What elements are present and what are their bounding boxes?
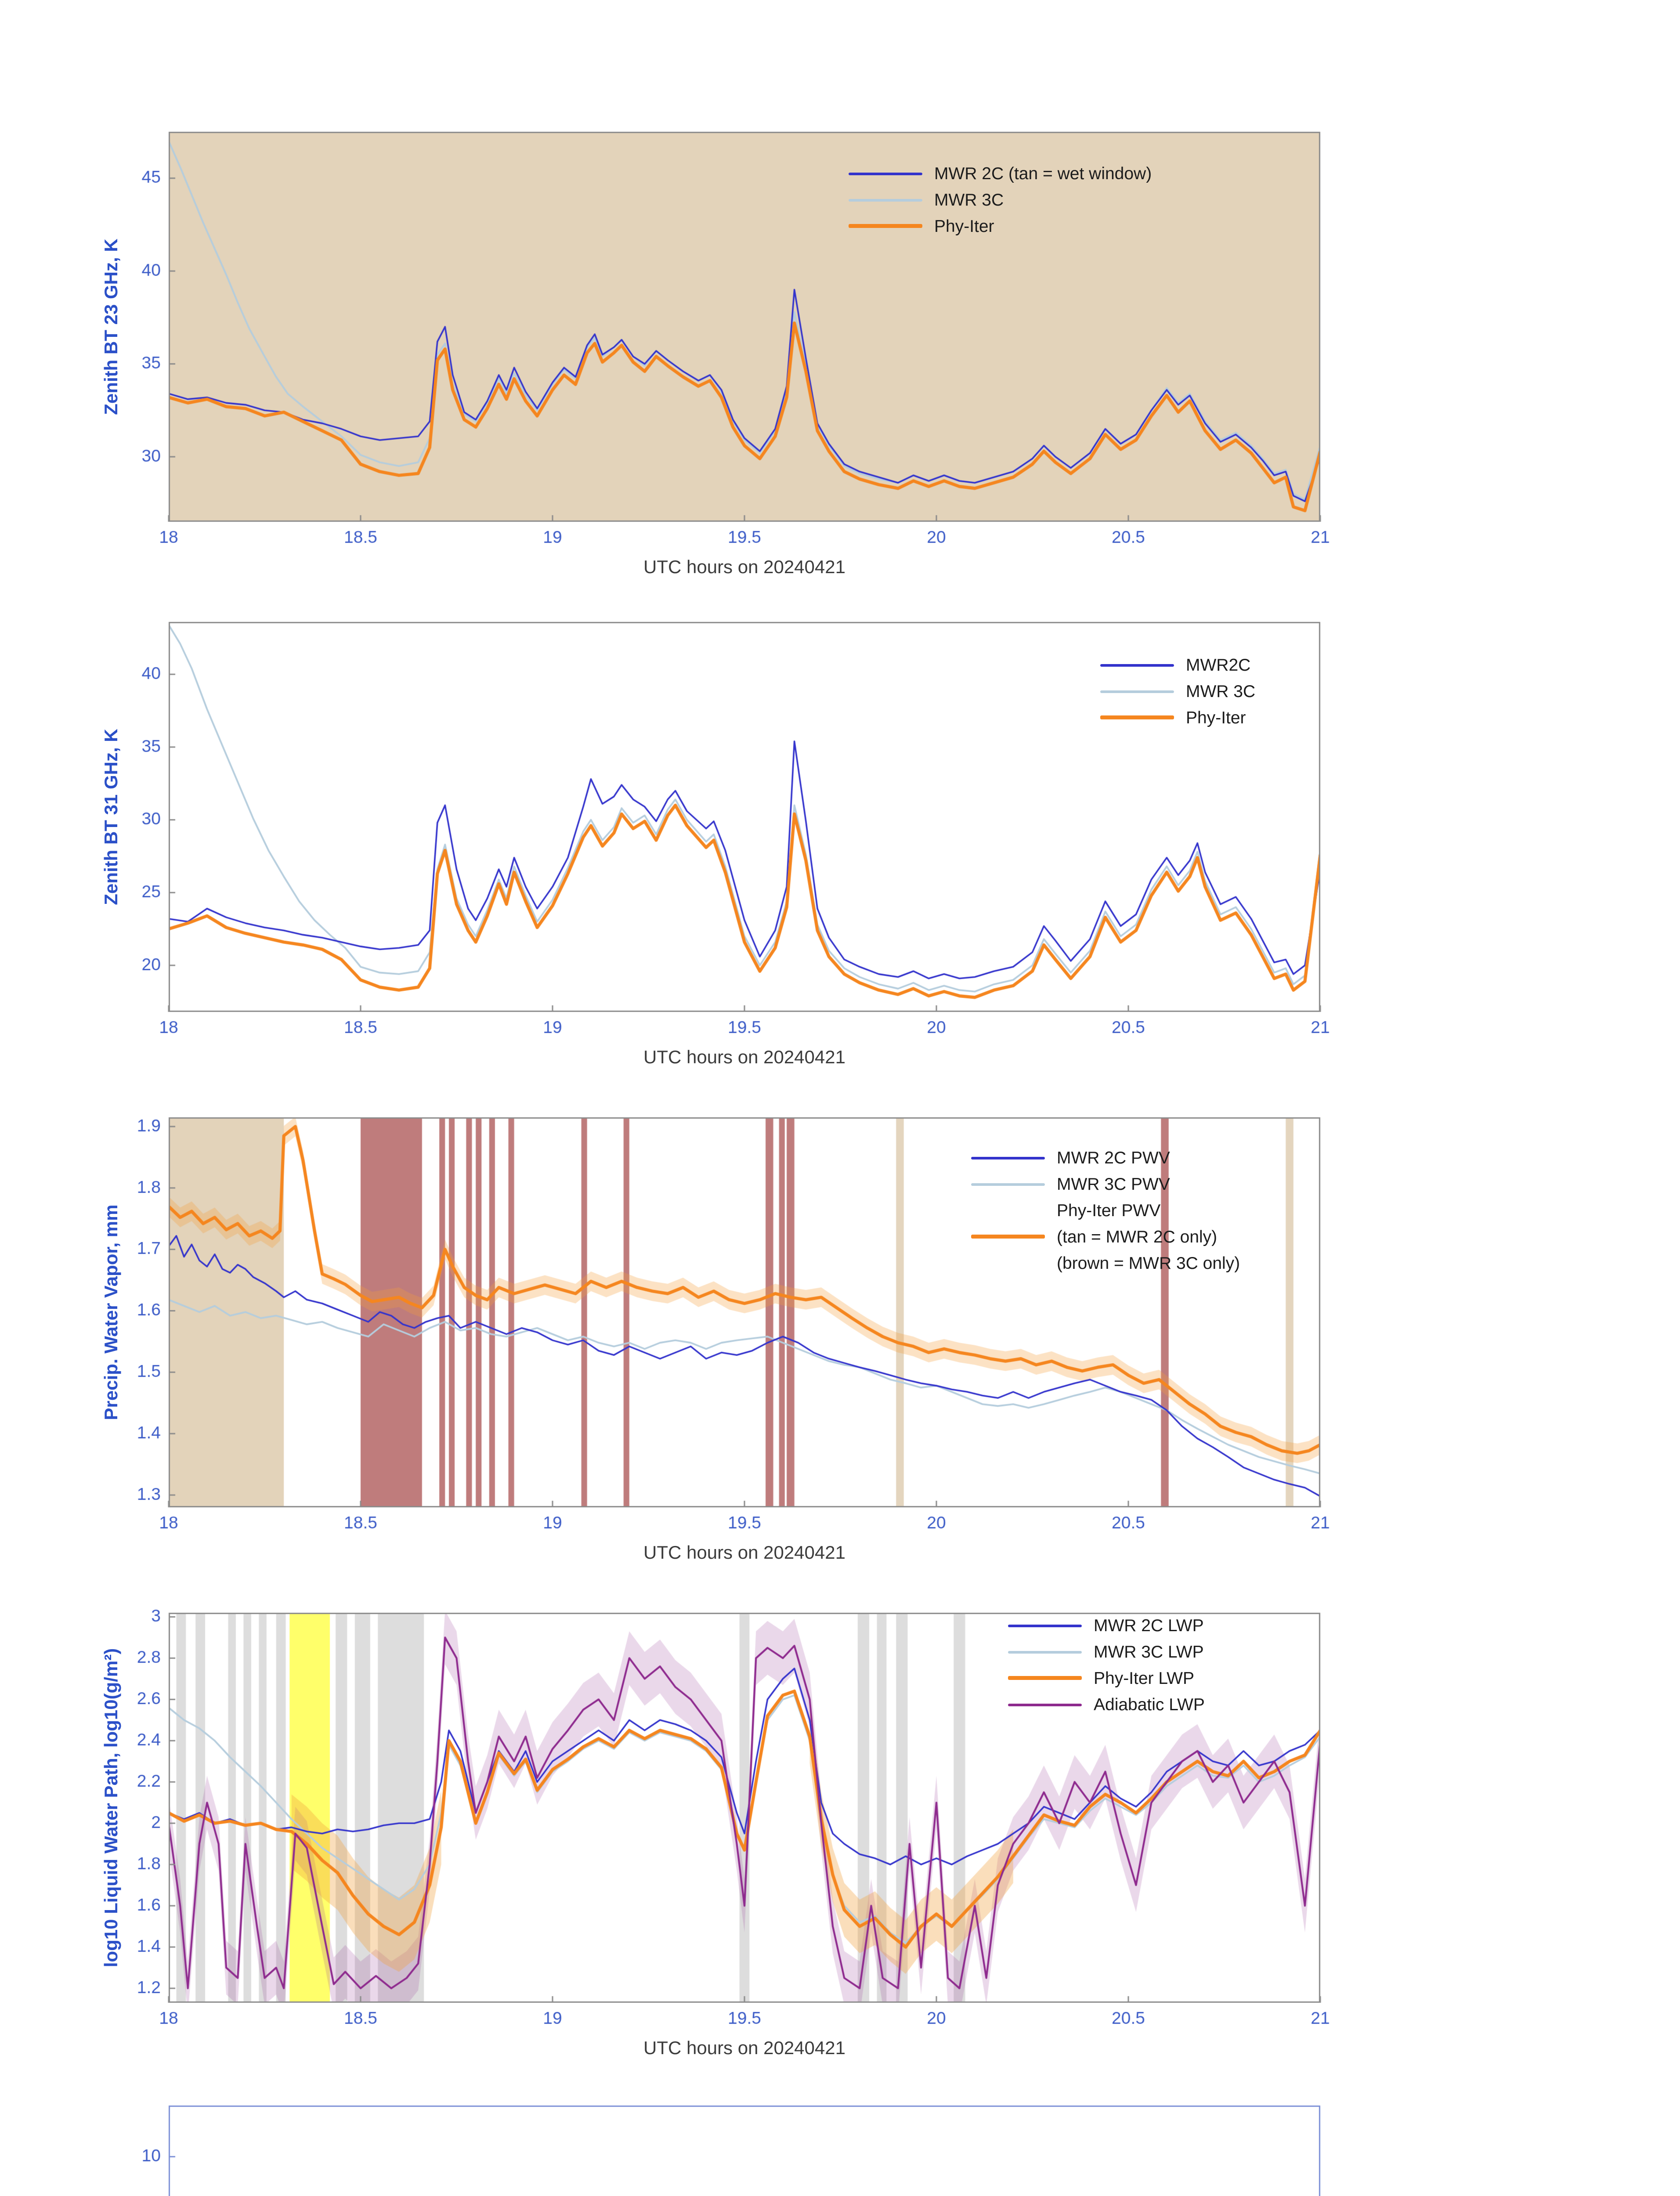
legend-line-sample [849,172,922,175]
panel-dq-flag: MWR Phy Iter DQ Flag UTC hours on 202404… [0,2092,1680,2196]
x-axis-label-lwp: UTC hours on 20240421 [643,2037,845,2058]
legend-bt31: MWR2C MWR 3C Phy-Iter [1100,655,1255,727]
x-axis-label-bt31: UTC hours on 20240421 [643,1046,845,1067]
legend-label: MWR 3C LWP [1094,1642,1204,1661]
legend-label: Phy-Iter [1186,708,1246,727]
legend-line-sample [971,1156,1045,1159]
legend-line-sample [1100,715,1174,719]
legend-label: Adiabatic LWP [1094,1694,1205,1714]
legend-bt23: MWR 2C (tan = wet window) MWR 3C Phy-Iter [849,163,1152,236]
legend-entry: MWR 3C [1100,681,1255,701]
legend-label: Phy-Iter PWV [1057,1200,1161,1220]
legend-label: (brown = MWR 3C only) [1057,1253,1240,1273]
legend-label: (tan = MWR 2C only) [1057,1227,1218,1246]
legend-entry: MWR 3C LWP [1008,1642,1205,1661]
legend-label: MWR 3C [1186,681,1256,701]
lwp-plot-canvas [108,1600,1340,2048]
legend-label: MWR 2C LWP [1094,1615,1204,1635]
panel-lwp: log10 Liquid Water Path, log10(g/m²) UTC… [0,1600,1680,2090]
legend-label: MWR 3C [934,190,1004,209]
legend-label: MWR 2C (tan = wet window) [934,163,1152,183]
legend-line-sample [1100,690,1174,693]
legend-line-sample [1008,1650,1082,1653]
legend-line-sample [849,224,922,228]
legend-entry: Adiabatic LWP [1008,1694,1205,1714]
legend-line-sample [1008,1624,1082,1627]
legend-entry: MWR 3C PWV [971,1174,1240,1194]
legend-entry: MWR 3C [849,190,1152,209]
legend-line-sample [1008,1676,1082,1680]
panel-zenith-bt-31: Zenith BT 31 GHz, K UTC hours on 2024042… [0,609,1680,1099]
legend-entry: Phy-Iter LWP [1008,1668,1205,1688]
legend-label: MWR2C [1186,655,1251,675]
legend-line-sample [971,1209,1045,1212]
legend-label: MWR 3C PWV [1057,1174,1170,1194]
legend-line-sample [971,1262,1045,1264]
legend-line-sample [849,198,922,201]
x-axis-label-bt23: UTC hours on 20240421 [643,556,845,577]
legend-line-sample [971,1235,1045,1239]
legend-entry: Phy-Iter [849,216,1152,236]
legend-entry: MWR2C [1100,655,1255,675]
dq-flag-plot-canvas [108,2092,1340,2196]
legend-entry: (tan = MWR 2C only) [971,1227,1240,1246]
legend-lwp: MWR 2C LWP MWR 3C LWP Phy-Iter LWP Adiabati… [1008,1615,1205,1714]
legend-label: Phy-Iter LWP [1094,1668,1195,1688]
legend-entry: MWR 2C LWP [1008,1615,1205,1635]
legend-entry: Phy-Iter PWV [971,1200,1240,1220]
legend-line-sample [1100,663,1174,666]
bt23-plot-canvas [108,119,1340,567]
legend-line-sample [971,1182,1045,1185]
legend-entry: (brown = MWR 3C only) [971,1253,1240,1273]
pwv-plot-canvas [108,1104,1340,1552]
legend-pwv: MWR 2C PWV MWR 3C PWV Phy-Iter PWV (tan = M… [971,1148,1240,1273]
legend-label: Phy-Iter [934,216,994,236]
legend-entry: MWR 2C (tan = wet window) [849,163,1152,183]
legend-entry: MWR 2C PWV [971,1148,1240,1167]
legend-line-sample [1008,1703,1082,1706]
legend-label: MWR 2C PWV [1057,1148,1170,1167]
bt31-plot-canvas [108,609,1340,1057]
x-axis-label-pwv: UTC hours on 20240421 [643,1542,845,1563]
panel-pwv: Precip. Water Vapor, mm UTC hours on 202… [0,1104,1680,1594]
panel-zenith-bt-23: Zenith BT 23 GHz, K UTC hours on 2024042… [0,119,1680,609]
legend-entry: Phy-Iter [1100,708,1255,727]
